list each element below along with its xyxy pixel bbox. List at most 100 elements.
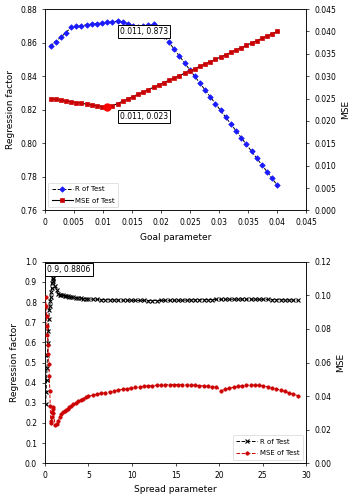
R of Test <box>275 182 279 188</box>
R of Test <box>136 24 140 30</box>
R of Test <box>188 66 192 72</box>
MSE of Test <box>66 406 70 411</box>
MSE of Test <box>120 386 125 392</box>
MSE of Test <box>255 38 259 44</box>
MSE of Test <box>275 28 279 34</box>
R of Test <box>74 294 78 300</box>
MSE of Test <box>244 42 248 48</box>
R of Test <box>167 40 171 46</box>
R of Test <box>66 294 70 300</box>
MSE of Test <box>167 78 171 84</box>
MSE of Test <box>115 100 120 106</box>
R of Test <box>100 20 104 26</box>
R of Test <box>126 20 130 26</box>
Y-axis label: Regression factor: Regression factor <box>6 70 15 150</box>
R of Test <box>182 60 187 66</box>
R of Test <box>50 280 54 286</box>
MSE of Test <box>59 97 63 103</box>
R of Test <box>54 38 58 44</box>
MSE of Test <box>188 68 192 74</box>
MSE of Test <box>100 104 104 110</box>
MSE of Test <box>198 64 202 70</box>
Line: MSE of Test: MSE of Test <box>44 295 299 427</box>
R of Test <box>295 298 300 304</box>
MSE of Test <box>265 33 269 39</box>
Legend: R of Test, MSE of Test: R of Test, MSE of Test <box>233 436 303 460</box>
R of Test <box>234 128 238 134</box>
MSE of Test <box>157 82 161 88</box>
R of Test <box>157 26 161 32</box>
MSE of Test <box>90 102 94 108</box>
R of Test <box>43 401 48 407</box>
R of Test <box>244 142 248 148</box>
MSE of Test <box>172 75 176 81</box>
MSE of Test <box>177 72 182 78</box>
R of Test <box>120 297 125 303</box>
R of Test <box>48 43 53 49</box>
R of Test <box>208 94 213 100</box>
MSE of Test <box>67 404 72 410</box>
MSE of Test <box>270 31 274 37</box>
MSE of Test <box>213 56 218 62</box>
R of Test <box>255 155 259 161</box>
Line: MSE of Test: MSE of Test <box>49 30 279 109</box>
R of Test <box>172 46 176 52</box>
MSE of Test <box>64 98 68 104</box>
R of Test <box>162 32 166 38</box>
R of Test <box>198 80 202 86</box>
R of Test <box>224 114 228 120</box>
Text: 0.011, 0.023: 0.011, 0.023 <box>120 112 168 120</box>
R of Test <box>51 276 55 281</box>
MSE of Test <box>131 94 135 100</box>
R of Test <box>193 74 197 80</box>
MSE of Test <box>193 66 197 71</box>
MSE of Test <box>74 400 78 406</box>
R of Test <box>278 296 283 302</box>
R of Test <box>141 24 146 30</box>
MSE of Test <box>203 61 207 67</box>
R of Test <box>146 22 151 28</box>
R of Test <box>95 20 99 26</box>
MSE of Test <box>50 409 54 415</box>
MSE of Test <box>43 294 48 300</box>
MSE of Test <box>105 104 109 110</box>
R of Test <box>79 22 84 28</box>
X-axis label: Spread parameter: Spread parameter <box>134 486 217 494</box>
MSE of Test <box>121 98 125 104</box>
MSE of Test <box>224 52 228 58</box>
R of Test <box>74 24 78 30</box>
R of Test <box>250 148 254 154</box>
R of Test <box>69 24 73 30</box>
MSE of Test <box>278 387 283 393</box>
MSE of Test <box>141 89 146 95</box>
R of Test <box>84 22 89 28</box>
MSE of Test <box>219 54 223 60</box>
MSE of Test <box>79 100 84 106</box>
X-axis label: Goal parameter: Goal parameter <box>140 232 211 241</box>
R of Test <box>265 168 269 174</box>
MSE of Test <box>126 96 130 102</box>
Text: 0.011, 0.873: 0.011, 0.873 <box>120 27 168 36</box>
MSE of Test <box>53 422 57 428</box>
MSE of Test <box>95 102 99 108</box>
R of Test <box>270 176 274 182</box>
MSE of Test <box>136 91 140 97</box>
MSE of Test <box>48 96 53 102</box>
MSE of Test <box>54 96 58 102</box>
R of Test <box>115 18 120 24</box>
R of Test <box>67 294 72 300</box>
Legend: R of Test, MSE of Test: R of Test, MSE of Test <box>48 182 119 207</box>
Text: 0.9, 0.8806: 0.9, 0.8806 <box>47 265 91 274</box>
MSE of Test <box>182 70 187 76</box>
Y-axis label: MSE: MSE <box>336 353 346 372</box>
MSE of Test <box>162 80 166 86</box>
MSE of Test <box>229 50 233 56</box>
R of Test <box>110 18 115 24</box>
MSE of Test <box>234 47 238 53</box>
MSE of Test <box>110 103 115 109</box>
MSE of Test <box>250 40 254 46</box>
MSE of Test <box>208 58 213 64</box>
R of Test <box>260 162 264 168</box>
R of Test <box>177 53 182 59</box>
MSE of Test <box>239 44 244 51</box>
